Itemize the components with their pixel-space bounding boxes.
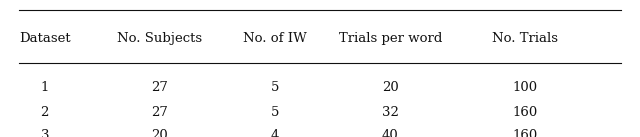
- Text: Trials per word: Trials per word: [339, 32, 442, 45]
- Text: 27: 27: [152, 81, 168, 94]
- Text: Dataset: Dataset: [19, 32, 70, 45]
- Text: 2: 2: [40, 106, 49, 119]
- Text: 4: 4: [271, 129, 280, 137]
- Text: 160: 160: [512, 106, 538, 119]
- Text: 20: 20: [382, 81, 399, 94]
- Text: 5: 5: [271, 81, 280, 94]
- Text: 1: 1: [40, 81, 49, 94]
- Text: 40: 40: [382, 129, 399, 137]
- Text: 160: 160: [512, 129, 538, 137]
- Text: 32: 32: [382, 106, 399, 119]
- Text: No. of IW: No. of IW: [243, 32, 307, 45]
- Text: No. Subjects: No. Subjects: [117, 32, 203, 45]
- Text: 3: 3: [40, 129, 49, 137]
- Text: 100: 100: [512, 81, 538, 94]
- Text: No. Trials: No. Trials: [492, 32, 558, 45]
- Text: 27: 27: [152, 106, 168, 119]
- Text: 20: 20: [152, 129, 168, 137]
- Text: 5: 5: [271, 106, 280, 119]
